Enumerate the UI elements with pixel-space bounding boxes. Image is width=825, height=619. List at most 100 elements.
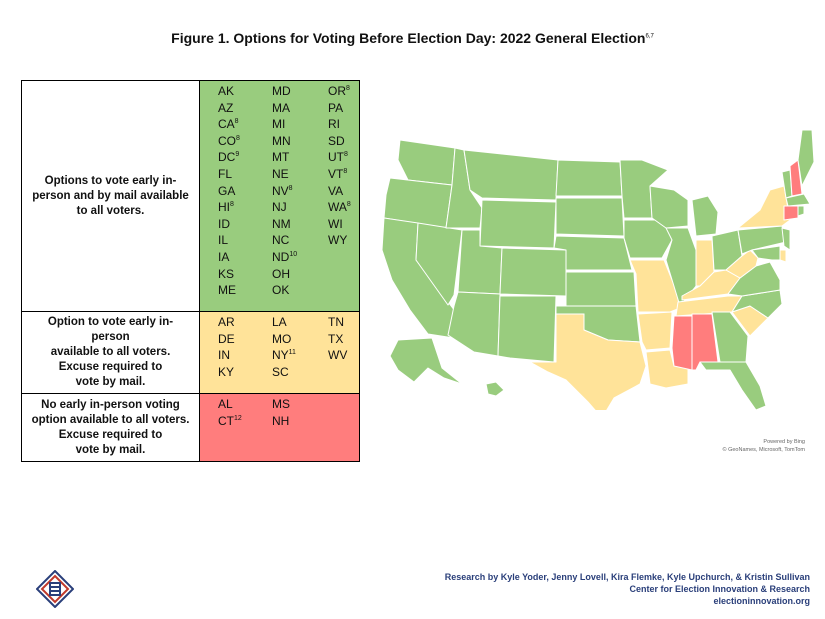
state-abbr-text: ME bbox=[218, 283, 236, 298]
state-abbr-text: AZ bbox=[218, 100, 234, 115]
map-attribution: Powered by Bing © GeoNames, Microsoft, T… bbox=[723, 438, 806, 454]
legend-row-states: AR DE IN KY LA MO NY11 SC TN TX WV bbox=[199, 312, 359, 393]
legend-state-abbr: CT12 bbox=[218, 413, 242, 430]
legend-state-abbr: RI bbox=[328, 116, 351, 133]
legend-state-abbr: NE bbox=[272, 166, 297, 183]
legend-state-abbr: NJ bbox=[272, 199, 297, 216]
legend-state-abbr: OR8 bbox=[328, 83, 351, 100]
state-MT bbox=[463, 149, 559, 201]
state-CO bbox=[499, 247, 567, 297]
credits-authors: Research by Kyle Yoder, Jenny Lovell, Ki… bbox=[444, 572, 810, 582]
state-abbr-text: MN bbox=[272, 133, 291, 148]
legend-row: No early in-person voting option availabl… bbox=[22, 394, 359, 461]
state-abbr-text: VT bbox=[328, 166, 344, 181]
state-abbr-text: NH bbox=[272, 413, 290, 428]
legend-state-abbr: AK bbox=[218, 83, 240, 100]
legend-row: Option to vote early in-person available … bbox=[22, 312, 359, 394]
state-abbr-text: OH bbox=[272, 266, 290, 281]
state-HI bbox=[485, 381, 505, 397]
legend-row: Options to vote early in-person and by m… bbox=[22, 81, 359, 312]
legend-state-abbr: VT8 bbox=[328, 166, 351, 183]
state-AR bbox=[637, 311, 673, 351]
state-abbr-text: NC bbox=[272, 233, 290, 248]
state-MD bbox=[751, 245, 781, 261]
legend-state-column: AK AZ CA8 CO8 DC9 FL GA HI8 ID IL IA KS ME bbox=[218, 83, 240, 299]
state-abbr-text: ID bbox=[218, 216, 230, 231]
state-footnote: 12 bbox=[234, 414, 242, 422]
legend-row-states: AK AZ CA8 CO8 DC9 FL GA HI8 ID IL IA KS ME MD MA MI MN MT… bbox=[199, 81, 359, 311]
legend-state-column: AL CT12 bbox=[218, 396, 242, 429]
state-abbr-text: MD bbox=[272, 84, 291, 98]
legend-state-abbr: MO bbox=[272, 331, 296, 348]
legend-state-abbr: FL bbox=[218, 166, 240, 183]
state-NE bbox=[553, 235, 633, 271]
state-abbr-text: UT bbox=[328, 150, 344, 165]
state-NY bbox=[737, 185, 791, 229]
ceir-diamond-logo-icon bbox=[36, 570, 74, 608]
state-NJ bbox=[781, 227, 791, 251]
state-footnote: 8 bbox=[343, 167, 348, 175]
state-abbr-text: NJ bbox=[272, 200, 287, 215]
legend-state-abbr: NV8 bbox=[272, 183, 297, 200]
legend-label-line: Options to vote early in- bbox=[44, 174, 177, 187]
state-LA bbox=[645, 349, 689, 389]
state-footnote: 8 bbox=[236, 134, 240, 142]
state-abbr-text: OK bbox=[272, 283, 290, 298]
legend-state-abbr: ID bbox=[218, 216, 240, 233]
state-abbr-text: CT bbox=[218, 413, 234, 428]
legend-state-abbr: UT8 bbox=[328, 149, 351, 166]
state-abbr-text: KY bbox=[218, 364, 235, 379]
legend-state-abbr: IL bbox=[218, 232, 240, 249]
state-VA bbox=[727, 261, 781, 297]
legend-state-abbr: HI8 bbox=[218, 199, 240, 216]
state-abbr-text: MI bbox=[272, 117, 286, 132]
legend-label-line: Excuse required to bbox=[58, 361, 163, 373]
legend-state-abbr: VA bbox=[328, 183, 351, 200]
state-abbr-text: WY bbox=[328, 233, 348, 248]
state-footnote: 11 bbox=[288, 349, 296, 357]
state-abbr-text: MA bbox=[272, 100, 290, 115]
state-footnote: 8 bbox=[344, 151, 348, 159]
state-GA bbox=[711, 311, 749, 363]
figure-title-text: Figure 1. Options for Voting Before Elec… bbox=[171, 30, 646, 46]
us-map-svg bbox=[381, 129, 815, 419]
state-footnote: 8 bbox=[346, 85, 350, 92]
legend-state-abbr: NC bbox=[272, 232, 297, 249]
state-abbr-text: TX bbox=[328, 331, 344, 346]
legend-state-abbr: AR bbox=[218, 314, 235, 331]
legend-state-abbr: MS bbox=[272, 396, 290, 413]
state-TX bbox=[529, 313, 647, 419]
state-footnote: 10 bbox=[289, 250, 298, 258]
state-abbr-text: WV bbox=[328, 348, 348, 363]
state-abbr-text: AR bbox=[218, 315, 235, 329]
legend-state-abbr: KY bbox=[218, 364, 235, 381]
legend-label-line: person and by mail available bbox=[32, 189, 189, 202]
state-abbr-text: SC bbox=[272, 364, 289, 379]
legend-row-label: Option to vote early in-person available … bbox=[22, 312, 199, 393]
legend-state-abbr: GA bbox=[218, 183, 240, 200]
legend-state-abbr: MD bbox=[272, 83, 297, 100]
state-SD bbox=[555, 197, 625, 237]
state-MI bbox=[691, 195, 719, 237]
legend-state-abbr: OH bbox=[272, 266, 297, 283]
legend-state-column: OR8 PA RI SD UT8 VT8 VA WA8 WI WY bbox=[328, 83, 351, 249]
legend-state-abbr: TN bbox=[328, 314, 347, 331]
state-MA bbox=[785, 193, 811, 207]
state-DE bbox=[779, 249, 787, 263]
legend-table: Options to vote early in-person and by m… bbox=[21, 80, 360, 462]
state-MO bbox=[629, 259, 681, 313]
state-footnote: 8 bbox=[346, 201, 351, 209]
state-NV bbox=[415, 222, 463, 306]
state-ME bbox=[797, 129, 815, 187]
state-abbr-text: CO bbox=[218, 133, 236, 148]
legend-label-line: to all voters. bbox=[76, 204, 145, 217]
state-abbr-text: NM bbox=[272, 216, 291, 231]
legend-label-line: vote by mail. bbox=[75, 376, 146, 388]
credits-website: electioninnovation.org bbox=[713, 596, 810, 606]
state-footnote: 8 bbox=[230, 201, 234, 209]
state-abbr-text: DE bbox=[218, 331, 235, 346]
state-KS bbox=[565, 271, 637, 307]
legend-state-abbr: PA bbox=[328, 100, 351, 117]
legend-state-abbr: WA8 bbox=[328, 199, 351, 216]
map-attribution-line-1: Powered by Bing bbox=[763, 439, 805, 445]
